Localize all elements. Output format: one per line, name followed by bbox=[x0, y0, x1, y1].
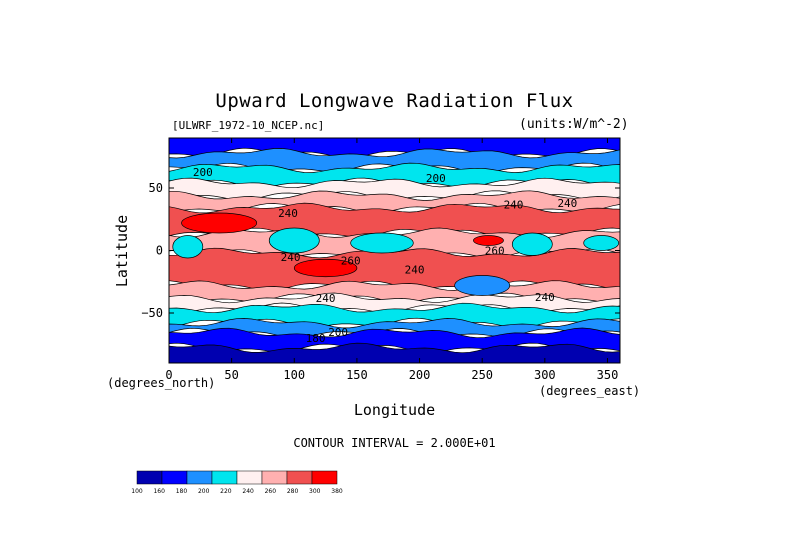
colorbar-label: 220 bbox=[220, 488, 232, 495]
colorbar-swatch bbox=[211, 470, 238, 485]
contour-label: 260 bbox=[341, 255, 361, 268]
x-tick-label: 0 bbox=[165, 368, 172, 382]
colorbar-swatch bbox=[261, 470, 288, 485]
colorbar-swatch bbox=[311, 470, 338, 485]
y-tick-label: −50 bbox=[141, 306, 163, 320]
source-file-label: [ULWRF_1972-10_NCEP.nc] bbox=[172, 119, 325, 132]
contour-interval-note: CONTOUR INTERVAL = 2.000E+01 bbox=[293, 436, 496, 450]
contour-label: 240 bbox=[281, 251, 301, 264]
contour-feature bbox=[172, 235, 204, 259]
x-tick-label: 300 bbox=[534, 368, 556, 382]
contour-label: 240 bbox=[316, 292, 336, 305]
x-tick-label: 50 bbox=[224, 368, 238, 382]
contour-feature bbox=[454, 275, 511, 296]
x-tick-label: 200 bbox=[409, 368, 431, 382]
colorbar-swatch bbox=[161, 470, 188, 485]
colorbar-label: 100 bbox=[131, 488, 143, 495]
colorbar-swatch bbox=[186, 470, 213, 485]
y-tick-label: 0 bbox=[156, 244, 163, 258]
colorbar-label: 300 bbox=[309, 488, 321, 495]
y-axis-units: (degrees_north) bbox=[107, 376, 216, 390]
contour-label: 260 bbox=[485, 245, 505, 258]
contour-band bbox=[169, 247, 620, 291]
contour-label: 240 bbox=[504, 198, 524, 211]
colorbar-swatch bbox=[136, 470, 163, 485]
contour-feature bbox=[583, 235, 620, 251]
contour-label: 240 bbox=[278, 207, 298, 220]
colorbar-swatch bbox=[236, 470, 263, 485]
contour-label: 200 bbox=[328, 326, 348, 339]
x-tick-label: 250 bbox=[471, 368, 493, 382]
contour-label: 240 bbox=[535, 291, 555, 304]
x-tick-label: 150 bbox=[346, 368, 368, 382]
colorbar-label: 380 bbox=[331, 488, 343, 495]
colorbar-label: 180 bbox=[176, 488, 188, 495]
y-tick-label: 50 bbox=[149, 181, 163, 195]
colorbar-label: 280 bbox=[287, 488, 299, 495]
x-axis-units: (degrees_east) bbox=[539, 384, 641, 398]
colorbar-label: 200 bbox=[198, 488, 210, 495]
x-axis-label: Longitude bbox=[353, 401, 436, 419]
colorbar-label: 260 bbox=[265, 488, 277, 495]
contour-feature bbox=[473, 235, 504, 246]
contour-feature bbox=[181, 212, 258, 234]
x-tick-label: 350 bbox=[597, 368, 619, 382]
units-label: (units:W/m^-2) bbox=[519, 117, 629, 132]
contour-label: 240 bbox=[405, 263, 425, 276]
contour-label: 200 bbox=[193, 166, 213, 179]
contour-band bbox=[169, 148, 620, 174]
colorbar-label: 160 bbox=[153, 488, 165, 495]
contour-feature bbox=[511, 232, 553, 256]
contour-label: 180 bbox=[306, 332, 326, 345]
contour-feature bbox=[268, 227, 320, 254]
x-tick-label: 100 bbox=[283, 368, 305, 382]
contour-band bbox=[169, 342, 620, 363]
chart-title: Upward Longwave Radiation Flux bbox=[215, 90, 574, 112]
colorbar-label: 240 bbox=[242, 488, 254, 495]
contour-label: 240 bbox=[557, 197, 577, 210]
colorbar-swatch bbox=[286, 470, 313, 485]
contour-label: 200 bbox=[426, 172, 446, 185]
contour-feature bbox=[293, 258, 358, 278]
contour-feature bbox=[350, 232, 414, 254]
